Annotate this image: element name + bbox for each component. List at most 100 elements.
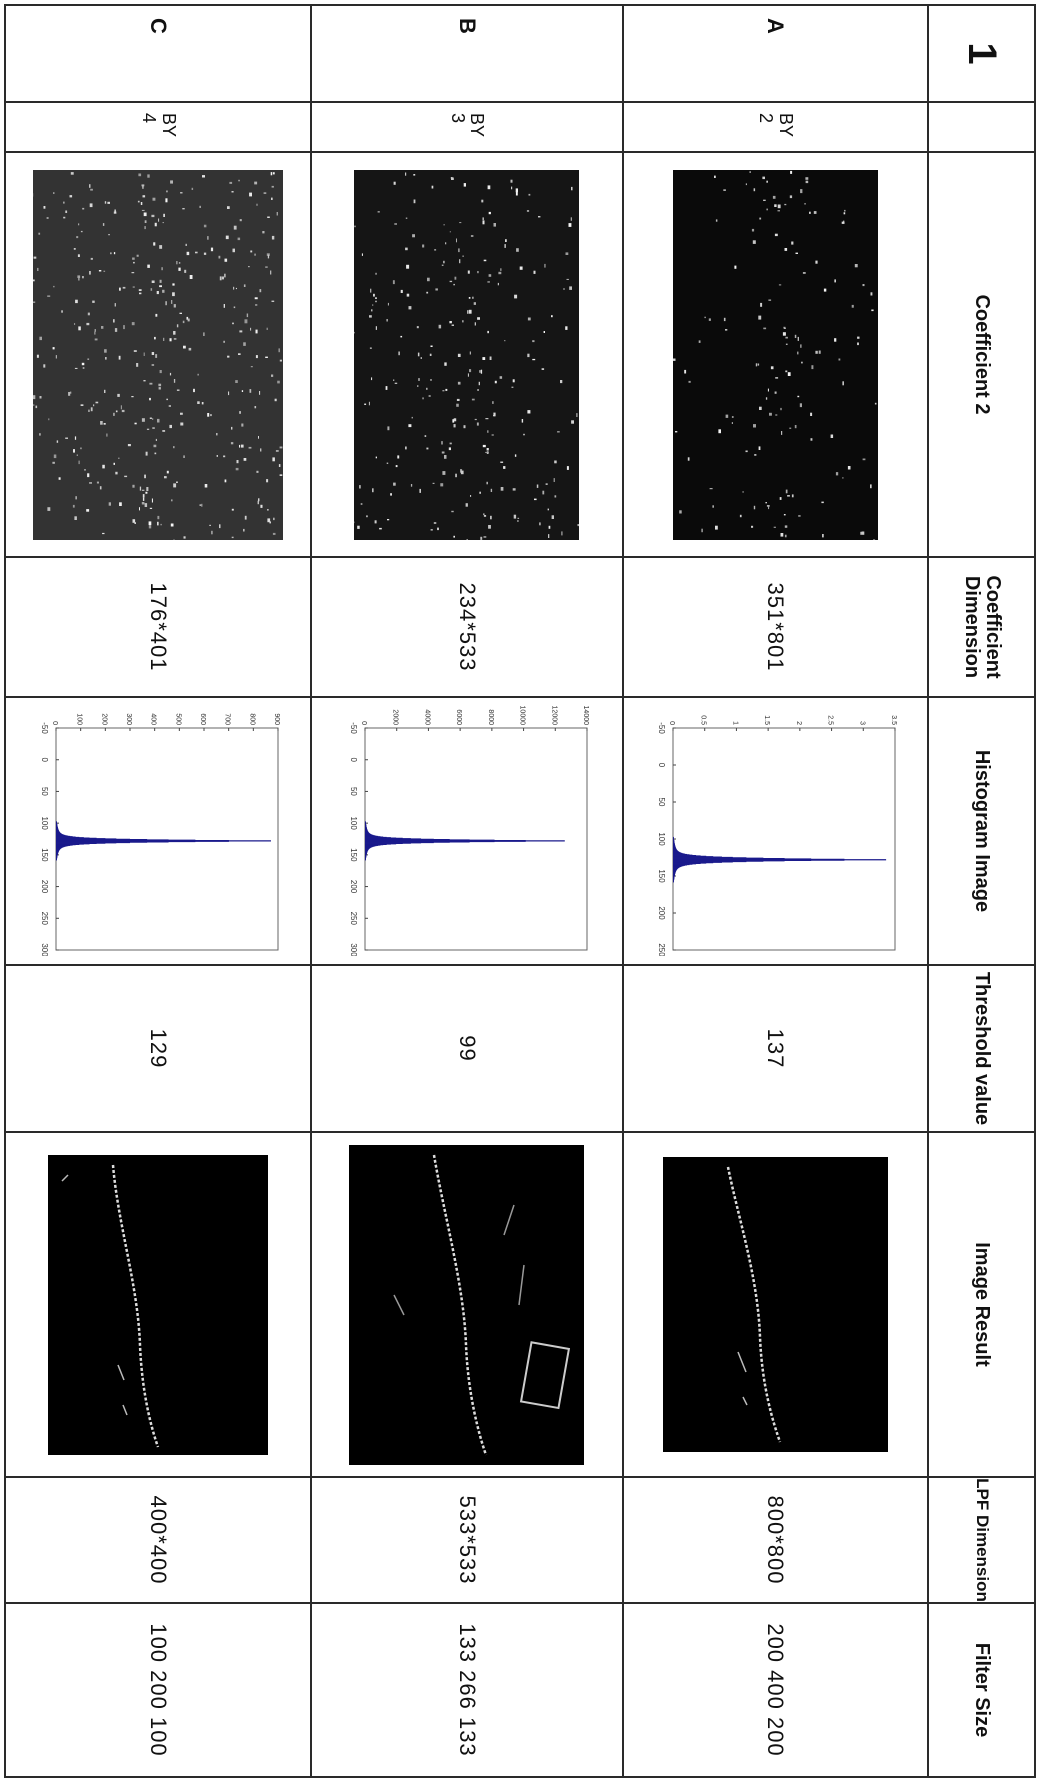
- x-tick-label: 0: [657, 763, 666, 768]
- image-result-cell: [310, 1132, 623, 1477]
- x-tick-label: 100: [349, 816, 358, 830]
- histogram-cell: -50 0 50 100 150 200 250 300 0 2000 4000 6000 8000 10…: [310, 697, 623, 965]
- y-tick-label: 300: [125, 713, 132, 725]
- y-tick-label: 4000: [423, 709, 430, 725]
- image-result-cell: [622, 1132, 929, 1477]
- lpf-dimension-value: 800*800: [622, 1477, 929, 1603]
- x-tick-label: 200: [657, 906, 666, 920]
- corner-mark: 1: [928, 5, 1035, 102]
- header-lpf-dimension: LPF Dimension: [928, 1477, 1035, 1603]
- threshold-value: 99: [310, 965, 623, 1132]
- row-factor: BY 3: [310, 102, 623, 152]
- x-tick-label: 0: [40, 757, 49, 762]
- x-tick-label: -50: [657, 722, 666, 734]
- row-label: A: [622, 5, 929, 102]
- factor-text: 3: [447, 113, 468, 124]
- result-image: [47, 1154, 268, 1455]
- coef-texture: [354, 172, 580, 540]
- x-tick-label: 250: [349, 912, 358, 926]
- header-image-result: Image Result: [928, 1132, 1035, 1477]
- results-table: 1 Coefficient 2 Coefficient Dimension Hi…: [4, 4, 1036, 1778]
- by-text: BY: [776, 113, 797, 138]
- y-tick-label: 2: [795, 721, 802, 725]
- coef-texture: [32, 171, 283, 540]
- row-factor: BY 4: [5, 102, 311, 152]
- plot-frame: [672, 727, 896, 951]
- x-tick-label: 300: [349, 943, 358, 956]
- image-result-cell: [5, 1132, 311, 1477]
- x-tick-label: 250: [657, 943, 666, 956]
- filter-size-value: 200 400 200: [622, 1603, 929, 1777]
- x-tick-label: 50: [349, 787, 358, 796]
- coefficient-image-cell: [622, 152, 929, 557]
- x-tick-label: 150: [349, 848, 358, 862]
- x-tick-label: -50: [40, 722, 49, 734]
- by-text: BY: [467, 113, 488, 138]
- y-tick-label: 200: [100, 713, 107, 725]
- threshold-value: 129: [5, 965, 311, 1132]
- y-tick-label: 3: [859, 721, 866, 725]
- header-coefficient: Coefficient 2: [928, 152, 1035, 557]
- header-coef-dimension: Coefficient Dimension: [928, 557, 1035, 697]
- x-tick-label: 150: [40, 848, 49, 862]
- header-row: 1 Coefficient 2 Coefficient Dimension Hi…: [928, 5, 1035, 1777]
- table-row-c: C BY 4 176*401 -50 0 50 100 150 200 250 300 0 100…: [5, 5, 311, 1777]
- lpf-dimension-value: 400*400: [5, 1477, 311, 1603]
- y-tick-label: 0.5: [700, 715, 707, 725]
- row-label: B: [310, 5, 623, 102]
- y-tick-label: 600: [199, 713, 206, 725]
- x-tick-label: 50: [657, 798, 666, 807]
- y-tick-label: 3.5: [890, 715, 897, 725]
- y-tick-label: 0: [360, 721, 367, 725]
- table-row-a: A BY 2 351*801 -50 0 50 100 150 200 250 0 0.5 1 1.…: [622, 5, 929, 1777]
- filter-size-value: 100 200 100: [5, 1603, 311, 1777]
- coefficient-image: [672, 169, 878, 540]
- x-tick-label: 200: [349, 880, 358, 894]
- x-tick-label: 150: [657, 869, 666, 883]
- y-tick-label: 1: [732, 721, 739, 725]
- coef-dimension-value: 176*401: [5, 557, 311, 697]
- y-tick-label: 0: [668, 721, 675, 725]
- y-tick-label: 6000: [455, 709, 462, 725]
- lpf-dimension-value: 533*533: [310, 1477, 623, 1603]
- x-tick-label: 300: [40, 943, 49, 956]
- x-tick-label: 200: [40, 880, 49, 894]
- header-blank: [928, 102, 1035, 152]
- x-tick-label: 100: [40, 816, 49, 830]
- x-tick-label: 100: [657, 832, 666, 846]
- y-tick-label: 12000: [550, 706, 557, 725]
- result-image: [662, 1157, 888, 1452]
- result-image: [349, 1144, 585, 1465]
- y-tick-label: 700: [224, 713, 231, 725]
- y-tick-label: 2.5: [827, 715, 834, 725]
- factor-text: 4: [138, 113, 159, 124]
- by-text: BY: [158, 113, 179, 138]
- coefficient-image-cell: [310, 152, 623, 557]
- coef-dimension-value: 351*801: [622, 557, 929, 697]
- filter-size-value: 133 266 133: [310, 1603, 623, 1777]
- y-tick-label: 8000: [486, 709, 493, 725]
- coefficient-image-cell: [5, 152, 311, 557]
- coefficient-image: [32, 169, 283, 540]
- histogram-cell: -50 0 50 100 150 200 250 0 0.5 1 1.5 2 2.5 3 3.5: [622, 697, 929, 965]
- x-tick-label: -50: [349, 722, 358, 734]
- x-tick-label: 250: [40, 912, 49, 926]
- y-tick-label: 1.5: [764, 715, 771, 725]
- y-tick-label: 2000: [391, 709, 398, 725]
- y-tick-label: 500: [174, 713, 181, 725]
- y-tick-label: 14000: [582, 706, 589, 725]
- header-threshold: Threshold value: [928, 965, 1035, 1132]
- threshold-value: 137: [622, 965, 929, 1132]
- factor-text: 2: [756, 113, 777, 124]
- y-tick-label: 0: [51, 721, 58, 725]
- y-tick-label: 800: [248, 713, 255, 725]
- histogram-cell: -50 0 50 100 150 200 250 300 0 100 200 300 400 500 600…: [5, 697, 311, 965]
- table-row-b: B BY 3 234*533 -50 0 50 100 150 200 250 300 0 200…: [310, 5, 623, 1777]
- coefficient-image: [354, 169, 580, 540]
- y-tick-label: 100: [76, 713, 83, 725]
- y-tick-label: 900: [273, 713, 280, 725]
